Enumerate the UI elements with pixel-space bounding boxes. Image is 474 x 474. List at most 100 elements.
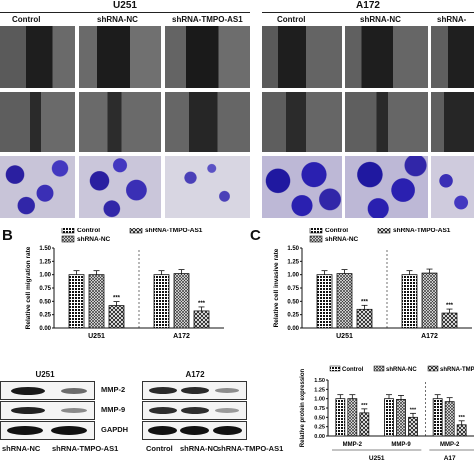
y-tick-label: 1.25 <box>314 387 325 393</box>
group-underline-a172 <box>262 12 474 13</box>
chart-e-protein: 0.00 0.25 0.50 0.75 1.00 1.25 1.50 Relative pro… <box>300 365 474 462</box>
western-title-a172: A172 <box>185 370 205 379</box>
y-tick-label: 0.00 <box>287 326 299 332</box>
scratch-image-a172-control-0h <box>262 26 342 88</box>
y-tick-label: 0.50 <box>314 415 325 421</box>
scratch-image-a172-tmpo-0h <box>431 26 474 88</box>
legend-swatch <box>61 228 75 234</box>
transwell-image-u251-control <box>0 156 75 218</box>
legend-swatch <box>61 235 75 243</box>
col-header-shrna-tmpo-left: shRNA-TMPO-AS1 <box>172 15 243 24</box>
scratch-image-a172-nc-24h <box>345 92 428 152</box>
y-tick-label: 0.00 <box>39 326 51 332</box>
significance-label: *** <box>458 415 465 421</box>
panel-letter-b: B <box>2 227 13 244</box>
y-axis-label: Relative protein expression <box>300 368 306 447</box>
bar <box>88 274 105 329</box>
bar <box>421 272 438 329</box>
bar <box>173 273 190 329</box>
western-blot-u251-gapdh <box>0 421 95 440</box>
legend-label: Control <box>342 367 364 373</box>
bar <box>316 274 333 329</box>
category-label: MMP-9 <box>391 442 411 448</box>
y-tick-label: 1.25 <box>39 259 51 265</box>
western-lane-tmpo-left: shRNA-TMPO-AS1 <box>52 444 119 453</box>
y-tick-label: 0.75 <box>287 286 299 292</box>
transwell-image-a172-nc <box>345 156 428 218</box>
significance-label: *** <box>410 407 417 413</box>
group-underline-u251 <box>0 12 250 13</box>
western-blot-a172-gapdh <box>142 421 247 440</box>
chart-b-migration: 0.00 0.25 0.50 0.75 1.00 1.25 1.50 Relative cel… <box>25 228 224 340</box>
y-tick-label: 0.25 <box>39 313 51 319</box>
bar <box>347 398 358 437</box>
transwell-image-a172-control <box>262 156 342 218</box>
scratch-image-u251-nc-0h <box>79 26 161 88</box>
legend-label: Control <box>325 228 348 234</box>
group-label: U251 <box>88 333 105 340</box>
bar <box>193 310 210 329</box>
bar <box>444 401 455 437</box>
bar <box>401 274 418 329</box>
bar <box>153 274 170 329</box>
group-label: U251 <box>369 455 385 462</box>
legend-label: shRNA-TMPO-AS1 <box>393 228 451 234</box>
y-tick-label: 1.00 <box>314 397 325 403</box>
y-axis-label: Relative cell migration rate <box>25 246 32 329</box>
legend-swatch <box>329 365 341 372</box>
group-label: A17 <box>444 455 456 462</box>
significance-label: *** <box>361 403 368 409</box>
y-tick-label: 0.50 <box>39 299 51 305</box>
y-tick-label: 1.50 <box>287 246 299 252</box>
scratch-image-u251-nc-24h <box>79 92 161 152</box>
western-blot-a172-mmp2 <box>142 381 247 400</box>
y-axis-label: Relative cell invasive rate <box>273 248 280 327</box>
y-tick-label: 0.50 <box>287 299 299 305</box>
y-tick-label: 0.00 <box>314 434 325 440</box>
group-title-u251: U251 <box>113 0 137 11</box>
y-tick-label: 0.25 <box>287 313 299 319</box>
significance-label: *** <box>113 296 121 302</box>
legend-swatch <box>427 365 439 372</box>
y-tick-label: 1.00 <box>39 273 51 279</box>
western-label-gapdh: GAPDH <box>101 425 129 434</box>
bar <box>335 398 346 437</box>
group-label: U251 <box>336 333 353 340</box>
western-lane-nc-right: shRNA-NC <box>180 444 219 453</box>
bar <box>441 312 458 329</box>
western-lane-nc-left: shRNA-NC <box>2 444 41 453</box>
group-label: A172 <box>421 333 438 340</box>
bar <box>432 398 443 437</box>
bar <box>336 273 353 329</box>
bar <box>384 398 394 437</box>
scratch-image-a172-nc-0h <box>345 26 428 88</box>
scratch-image-u251-control-0h <box>0 26 75 88</box>
western-lane-control-right: Control <box>146 444 173 453</box>
legend-swatch <box>309 235 323 243</box>
col-header-shrna-nc-right: shRNA-NC <box>360 15 401 24</box>
scratch-image-u251-control-24h <box>0 92 75 152</box>
group-label: A172 <box>173 333 190 340</box>
category-label: MMP-2 <box>440 442 460 448</box>
y-tick-label: 1.00 <box>287 273 299 279</box>
legend-swatch <box>373 365 385 372</box>
category-label: MMP-2 <box>343 442 363 448</box>
panel-letter-c: C <box>250 227 261 244</box>
scratch-image-u251-tmpo-0h <box>165 26 250 88</box>
col-header-control-right: Control <box>277 15 306 24</box>
bar <box>456 424 467 437</box>
legend-label: shRNA-NC <box>386 367 417 373</box>
bar <box>356 308 373 329</box>
col-header-control-left: Control <box>12 15 41 24</box>
y-tick-label: 1.50 <box>314 378 325 384</box>
western-lane-tmpo-right: shRNA-TMPO-AS1 <box>217 444 284 453</box>
significance-label: *** <box>198 301 206 307</box>
scratch-image-u251-tmpo-24h <box>165 92 250 152</box>
scratch-image-a172-control-24h <box>262 92 342 152</box>
significance-label: *** <box>446 303 454 309</box>
legend-swatch <box>377 228 391 234</box>
bar <box>68 274 85 329</box>
transwell-image-u251-tmpo <box>165 156 250 218</box>
y-tick-label: 1.50 <box>39 246 51 252</box>
legend-label: Control <box>77 228 100 234</box>
